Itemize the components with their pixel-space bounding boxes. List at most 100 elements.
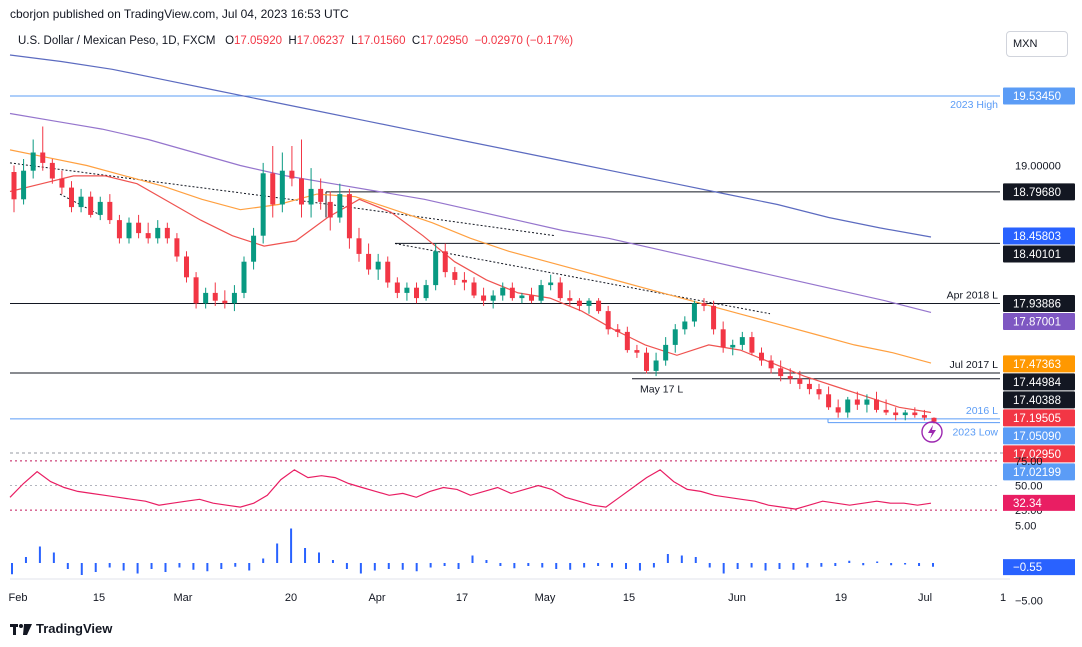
- candle-body: [260, 173, 266, 236]
- price-tick-0: 19.00000: [1015, 161, 1061, 173]
- osc-bar: [932, 563, 934, 567]
- candle-body: [931, 417, 937, 422]
- osc-bar: [638, 563, 641, 571]
- label-2023-low: 2023 Low: [952, 427, 998, 439]
- event-icon: [921, 421, 943, 443]
- osc-bar: [890, 563, 893, 566]
- candle-body: [634, 350, 640, 353]
- candle-body: [21, 170, 27, 200]
- candle-body: [567, 298, 573, 301]
- rsi-tick-1: 50.00: [1015, 481, 1043, 493]
- candle-body: [481, 295, 487, 301]
- price-tag-11: 17.02950: [1013, 449, 1061, 461]
- osc-bar: [387, 563, 390, 569]
- price-tag-bg-4: [1003, 294, 1075, 312]
- price-tag-bg-9: [1003, 409, 1075, 427]
- osc-bar: [569, 563, 572, 570]
- candle-body: [864, 399, 870, 405]
- candle-body: [366, 253, 372, 270]
- candle-body: [845, 399, 851, 413]
- candle-body: [653, 360, 659, 371]
- close-label: C: [411, 35, 421, 47]
- candle-body: [452, 272, 458, 280]
- candle-body: [816, 389, 822, 395]
- ema-red-line: [9, 175, 932, 414]
- price-tag-bg-7: [1003, 373, 1075, 391]
- osc-bar: [471, 555, 474, 563]
- candle-body: [644, 352, 649, 371]
- time-label-3: 20: [285, 592, 297, 604]
- time-label-11: 1: [1000, 592, 1006, 604]
- osc-bar: [415, 563, 418, 572]
- osc-bar: [108, 563, 111, 568]
- candle-body: [490, 295, 496, 301]
- price-tag-bg-2: [1003, 227, 1075, 245]
- candle-body: [883, 409, 889, 413]
- candle-body: [270, 173, 276, 205]
- lightning-icon: [928, 425, 936, 439]
- osc-bar: [24, 557, 27, 563]
- candle-body: [548, 282, 554, 286]
- osc-bar: [150, 563, 153, 569]
- candle-body: [337, 194, 343, 218]
- high-value: 17.06237: [296, 35, 345, 47]
- candle-body: [414, 287, 419, 299]
- osc-bar: [513, 563, 516, 569]
- osc-bar: [122, 563, 125, 571]
- osc-bar: [192, 563, 195, 570]
- osc-bar: [290, 528, 293, 563]
- candle-body: [404, 287, 410, 293]
- osc-bar: [373, 563, 376, 571]
- osc-bar: [206, 563, 209, 572]
- candle-body: [164, 227, 170, 239]
- candle-body: [88, 196, 94, 215]
- candle-body: [375, 261, 381, 270]
- candle-body: [59, 178, 65, 188]
- osc-bar: [262, 558, 265, 563]
- publisher-line: cborjon published on TradingView.com, Ju…: [10, 7, 349, 21]
- candle-body: [231, 292, 237, 304]
- osc-bar: [625, 563, 627, 569]
- time-label-1: 15: [93, 592, 105, 604]
- candle-body: [921, 415, 927, 418]
- rsi-tick-0: 75.00: [1015, 456, 1043, 468]
- osc-bar: [736, 563, 739, 569]
- candle-body: [672, 329, 678, 345]
- currency-selector[interactable]: MXN: [1006, 31, 1068, 57]
- osc-bar: [820, 563, 823, 567]
- osc-bar: [234, 563, 237, 567]
- osc-bar: [848, 560, 851, 563]
- candle-body: [193, 277, 199, 304]
- candle-body: [500, 287, 506, 296]
- osc-bar: [708, 563, 711, 568]
- osc-bar: [164, 563, 167, 572]
- candle-body: [874, 399, 879, 410]
- osc-bar: [597, 563, 600, 566]
- price-tag-4: 17.93886: [1013, 298, 1061, 310]
- candle-body: [251, 235, 257, 262]
- time-label-4: Apr: [368, 592, 385, 604]
- osc-bar: [834, 563, 837, 566]
- candle-body: [442, 251, 448, 273]
- open-value: 17.05920: [234, 35, 282, 47]
- label-may-17-low: May 17 L: [640, 384, 683, 396]
- price-tag-6: 17.47363: [1013, 359, 1061, 371]
- candle-body: [663, 344, 669, 361]
- osc-tag: −0.55: [1013, 562, 1042, 574]
- candle-body: [107, 201, 113, 221]
- candle-body: [509, 287, 515, 299]
- osc-bar: [694, 557, 697, 563]
- candle-body: [49, 162, 55, 179]
- price-tag-3: 18.40101: [1013, 249, 1061, 261]
- time-label-10: Jul: [918, 592, 932, 604]
- symbol-name[interactable]: U.S. Dollar / Mexican Peso, 1D, FXCM: [18, 35, 216, 47]
- osc-bar: [359, 563, 362, 574]
- osc-bar: [318, 552, 320, 563]
- candle-body: [768, 360, 774, 369]
- time-label-6: May: [535, 592, 556, 604]
- price-tag-7: 17.44984: [1013, 377, 1062, 389]
- osc-bar: [611, 563, 614, 568]
- candle-body: [615, 329, 621, 332]
- price-tag-2: 18.45803: [1013, 231, 1061, 243]
